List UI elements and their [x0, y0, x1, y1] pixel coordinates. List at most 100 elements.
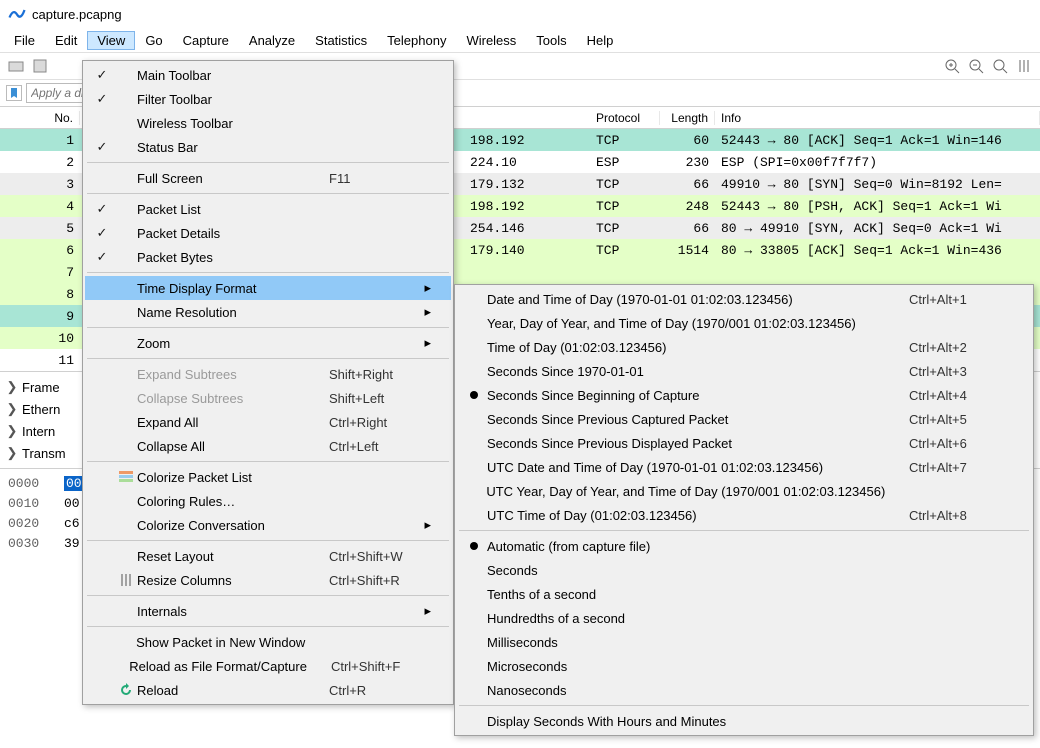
col-header-protocol[interactable]: Protocol — [590, 111, 660, 125]
cell-info: 49910 → 80 [SYN] Seq=0 Win=8192 Len= — [715, 177, 1040, 192]
menu-item-resize-columns[interactable]: Resize ColumnsCtrl+Shift+R — [85, 568, 451, 592]
menu-item-tenths-of-a-second[interactable]: Tenths of a second — [457, 582, 1031, 606]
menu-item-seconds-since-1970-01-01[interactable]: Seconds Since 1970-01-01Ctrl+Alt+3 — [457, 359, 1031, 383]
menu-item-expand-all[interactable]: Expand AllCtrl+Right — [85, 410, 451, 434]
cell-no: 11 — [0, 353, 80, 368]
menu-item-label: Reload as File Format/Capture — [129, 659, 331, 674]
menu-item-reload[interactable]: ReloadCtrl+R — [85, 678, 451, 702]
menu-item-label: Milliseconds — [487, 635, 909, 650]
menu-separator — [87, 358, 449, 359]
tree-label: Frame — [22, 380, 60, 395]
cell-protocol: TCP — [590, 177, 660, 192]
col-header-no[interactable]: No. — [0, 111, 80, 125]
menu-capture[interactable]: Capture — [173, 31, 239, 50]
chevron-right-icon[interactable]: ❯ — [6, 401, 18, 417]
menu-item-zoom[interactable]: Zoom▸ — [85, 331, 451, 355]
check-indicator: ✓ — [89, 139, 115, 155]
menu-analyze[interactable]: Analyze — [239, 31, 305, 50]
col-header-length[interactable]: Length — [660, 111, 715, 125]
menu-item-packet-list[interactable]: ✓Packet List — [85, 197, 451, 221]
menu-item-microseconds[interactable]: Microseconds — [457, 654, 1031, 678]
menu-item-show-packet-in-new-window[interactable]: Show Packet in New Window — [85, 630, 451, 654]
menu-item-utc-date-and-time-of-day-1970-01-01-01-02-03-123456[interactable]: UTC Date and Time of Day (1970-01-01 01:… — [457, 455, 1031, 479]
toolbar-save-icon[interactable] — [30, 56, 50, 76]
menu-view[interactable]: View — [87, 31, 135, 50]
menu-item-hundredths-of-a-second[interactable]: Hundredths of a second — [457, 606, 1031, 630]
menu-item-wireless-toolbar[interactable]: Wireless Toolbar — [85, 111, 451, 135]
menu-item-seconds-since-previous-captured-packet[interactable]: Seconds Since Previous Captured PacketCt… — [457, 407, 1031, 431]
col-header-info[interactable]: Info — [715, 111, 1040, 125]
submenu-arrow-icon: ▸ — [419, 335, 431, 351]
menu-item-seconds[interactable]: Seconds — [457, 558, 1031, 582]
menu-item-time-display-format[interactable]: Time Display Format▸ — [85, 276, 451, 300]
menu-item-packet-details[interactable]: ✓Packet Details — [85, 221, 451, 245]
zoom-in-icon[interactable] — [942, 56, 962, 76]
menu-item-colorize-conversation[interactable]: Colorize Conversation▸ — [85, 513, 451, 537]
toolbar-open-icon[interactable] — [6, 56, 26, 76]
bookmark-icon[interactable] — [6, 85, 22, 101]
menu-item-accel: Ctrl+Left — [329, 439, 419, 454]
menu-item-label: Nanoseconds — [487, 683, 909, 698]
menu-item-date-and-time-of-day-1970-01-01-01-02-03-123456[interactable]: Date and Time of Day (1970-01-01 01:02:0… — [457, 287, 1031, 311]
zoom-out-icon[interactable] — [966, 56, 986, 76]
menu-item-label: Seconds — [487, 563, 909, 578]
menu-item-filter-toolbar[interactable]: ✓Filter Toolbar — [85, 87, 451, 111]
menu-item-utc-time-of-day-01-02-03-123456[interactable]: UTC Time of Day (01:02:03.123456)Ctrl+Al… — [457, 503, 1031, 527]
menu-item-reset-layout[interactable]: Reset LayoutCtrl+Shift+W — [85, 544, 451, 568]
chevron-right-icon[interactable]: ❯ — [6, 379, 18, 395]
menu-go[interactable]: Go — [135, 31, 172, 50]
menu-file[interactable]: File — [4, 31, 45, 50]
menu-item-automatic-from-capture-file[interactable]: Automatic (from capture file) — [457, 534, 1031, 558]
chevron-right-icon[interactable]: ❯ — [6, 445, 18, 461]
menu-item-label: UTC Time of Day (01:02:03.123456) — [487, 508, 909, 523]
menubar: FileEditViewGoCaptureAnalyzeStatisticsTe… — [0, 28, 1040, 52]
menu-help[interactable]: Help — [577, 31, 624, 50]
cell-info: 80 → 49910 [SYN, ACK] Seq=0 Ack=1 Wi — [715, 221, 1040, 236]
titlebar: capture.pcapng — [0, 0, 1040, 28]
menu-item-accel: Ctrl+Shift+F — [331, 659, 421, 674]
tree-label: Intern — [22, 424, 55, 439]
menu-item-label: Automatic (from capture file) — [487, 539, 909, 554]
cell-no: 1 — [0, 133, 80, 148]
menu-tools[interactable]: Tools — [526, 31, 576, 50]
menu-item-colorize-packet-list[interactable]: Colorize Packet List — [85, 465, 451, 489]
wireshark-icon — [8, 4, 26, 25]
menu-item-year-day-of-year-and-time-of-day-1970-001-01-02-03-123456[interactable]: Year, Day of Year, and Time of Day (1970… — [457, 311, 1031, 335]
menu-item-internals[interactable]: Internals▸ — [85, 599, 451, 623]
menu-item-coloring-rules[interactable]: Coloring Rules… — [85, 489, 451, 513]
cell-no: 9 — [0, 309, 80, 324]
menu-item-full-screen[interactable]: Full ScreenF11 — [85, 166, 451, 190]
resize-columns-icon[interactable] — [1014, 56, 1034, 76]
menu-item-reload-as-file-format-capture[interactable]: Reload as File Format/CaptureCtrl+Shift+… — [85, 654, 451, 678]
menu-item-accel: Ctrl+Alt+1 — [909, 292, 999, 307]
menu-item-main-toolbar[interactable]: ✓Main Toolbar — [85, 63, 451, 87]
menu-separator — [87, 327, 449, 328]
menu-item-name-resolution[interactable]: Name Resolution▸ — [85, 300, 451, 324]
menu-item-label: Seconds Since Previous Displayed Packet — [487, 436, 909, 451]
menu-item-display-seconds-with-hours-and-minutes[interactable]: Display Seconds With Hours and Minutes — [457, 709, 1031, 733]
check-indicator: ✓ — [89, 91, 115, 107]
menu-statistics[interactable]: Statistics — [305, 31, 377, 50]
menu-edit[interactable]: Edit — [45, 31, 87, 50]
menu-item-utc-year-day-of-year-and-time-of-day-1970-001-01-02-03-123456[interactable]: UTC Year, Day of Year, and Time of Day (… — [457, 479, 1031, 503]
chevron-right-icon[interactable]: ❯ — [6, 423, 18, 439]
menu-telephony[interactable]: Telephony — [377, 31, 456, 50]
bytes-data: 39 — [64, 536, 80, 551]
zoom-reset-icon[interactable] — [990, 56, 1010, 76]
menu-item-label: Packet Details — [137, 226, 329, 241]
menu-item-milliseconds[interactable]: Milliseconds — [457, 630, 1031, 654]
menu-item-seconds-since-beginning-of-capture[interactable]: Seconds Since Beginning of CaptureCtrl+A… — [457, 383, 1031, 407]
menu-item-collapse-all[interactable]: Collapse AllCtrl+Left — [85, 434, 451, 458]
menu-item-seconds-since-previous-displayed-packet[interactable]: Seconds Since Previous Displayed PacketC… — [457, 431, 1031, 455]
menu-wireless[interactable]: Wireless — [456, 31, 526, 50]
menu-item-label: UTC Year, Day of Year, and Time of Day (… — [486, 484, 909, 499]
menu-item-nanoseconds[interactable]: Nanoseconds — [457, 678, 1031, 702]
menu-item-packet-bytes[interactable]: ✓Packet Bytes — [85, 245, 451, 269]
menu-item-accel: Ctrl+Alt+6 — [909, 436, 999, 451]
cell-length: 1514 — [660, 243, 715, 258]
menu-item-time-of-day-01-02-03-123456[interactable]: Time of Day (01:02:03.123456)Ctrl+Alt+2 — [457, 335, 1031, 359]
menu-item-status-bar[interactable]: ✓Status Bar — [85, 135, 451, 159]
window-title: capture.pcapng — [32, 7, 122, 22]
menu-item-label: Microseconds — [487, 659, 909, 674]
menu-item-label: Seconds Since 1970-01-01 — [487, 364, 909, 379]
